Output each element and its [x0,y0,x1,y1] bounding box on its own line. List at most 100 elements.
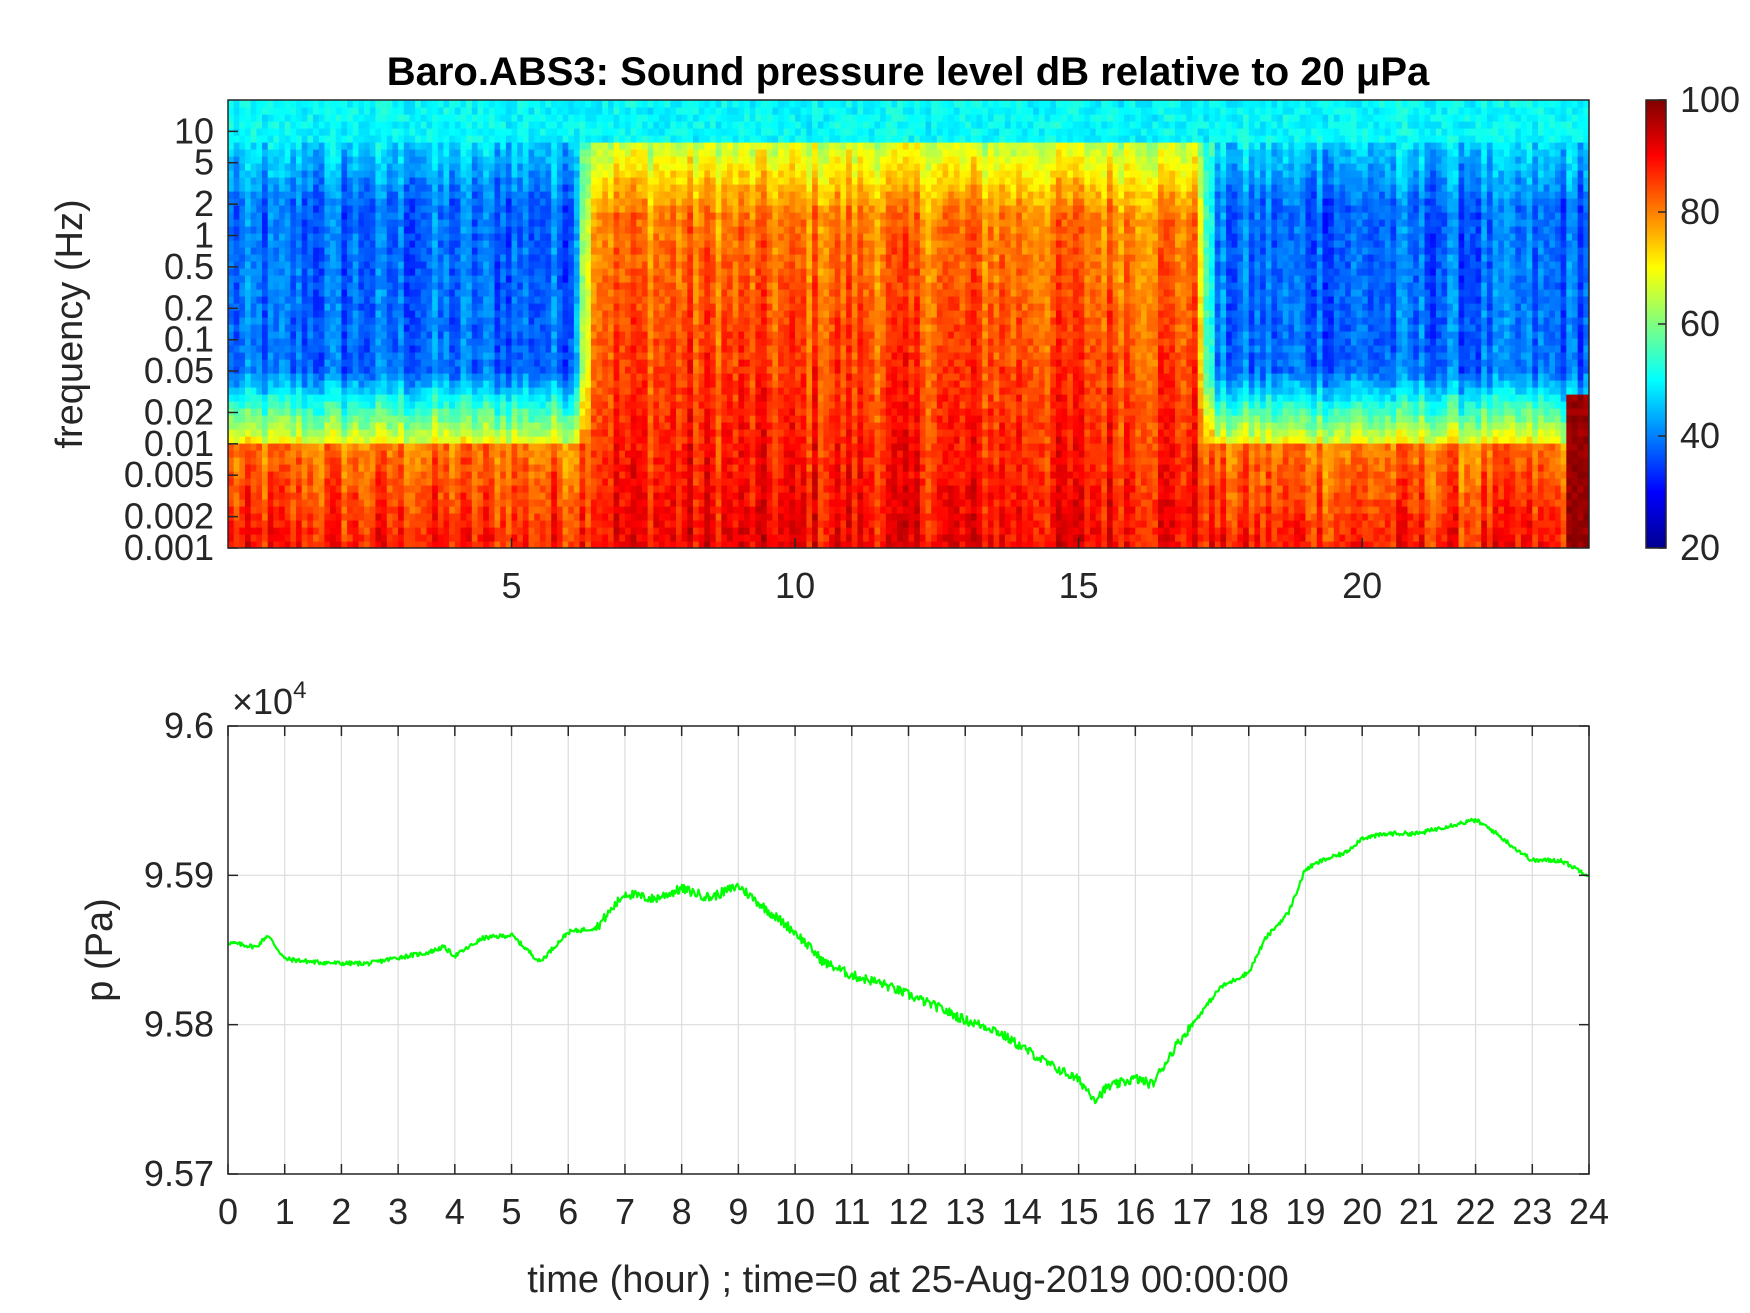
spectrogram-cell [330,408,337,416]
spectrogram-cell [296,261,303,269]
spectrogram-cell [664,226,671,234]
spectrogram-cell [375,219,382,227]
spectrogram-cell [279,429,286,437]
spectrogram-cell [256,464,263,472]
spectrogram-cell [630,282,637,290]
spectrogram-cell [437,499,445,507]
spectrogram-cell [556,156,564,164]
spectrogram-cell [653,226,660,234]
spectrogram-cell [522,107,530,115]
spectrogram-cell [250,366,257,374]
spectrogram-cell [460,142,467,150]
spectrogram-cell [630,324,637,332]
spectrogram-cell [619,142,626,150]
spectrogram-cell [369,422,377,430]
spectrogram-cell [517,177,524,185]
spectrogram-cell [341,114,348,122]
spectrogram-cell [636,247,643,255]
spectrogram-cell [273,128,280,136]
spectrogram-cell [602,219,609,227]
spectrogram-cell [630,184,637,192]
spectrogram-cell [301,331,308,339]
spectrogram-cell [256,268,263,276]
spectrogram-cell [335,520,343,528]
spectrogram-cell [409,527,416,535]
spectrogram-cell [522,100,530,108]
spectrogram-cell [449,261,456,269]
spectrogram-cell [505,212,513,220]
spectrogram-cell [426,226,433,234]
spectrogram-cell [545,282,552,290]
spectrogram-cell [607,520,615,528]
spectrogram-cell [653,184,660,192]
spectrogram-cell [392,268,399,276]
spectrogram-cell [335,408,343,416]
spectrogram-cell [335,282,343,290]
spectrogram-cell [641,499,649,507]
spectrogram-cell [466,359,473,367]
spectrogram-cell [386,366,394,374]
spectrogram-cell [426,254,433,262]
spectrogram-cell [239,394,246,402]
spectrogram-cell [562,499,569,507]
spectrogram-cell [466,324,473,332]
spectrogram-cell [364,331,371,339]
spectrogram-cell [375,324,382,332]
spectrogram-cell [477,310,484,318]
spectrogram-cell [330,303,337,311]
spectrogram-cell [364,387,371,395]
spectrogram-cell [398,520,405,528]
spectrogram-cell [579,387,586,395]
spectrogram-cell [477,338,484,346]
spectrogram-cell [318,492,325,500]
spectrogram-cell [539,184,547,192]
spectrogram-cell [318,408,325,416]
spectrogram-cell [641,254,649,262]
spectrogram-cell [250,373,257,381]
spectrogram-cell [375,408,382,416]
spectrogram-cell [477,219,484,227]
spectrogram-cell [579,457,586,465]
spectrogram-cell [381,114,388,122]
spectrogram-cell [347,373,354,381]
spectrogram-cell [443,324,450,332]
spectrogram-cell [511,464,518,472]
spectrogram-cell [250,331,257,339]
spectrogram-cell [505,247,513,255]
spectrogram-cell [630,198,637,206]
spectrogram-cell [403,212,411,220]
spectrogram-cell [233,268,240,276]
spectrogram-cell [545,212,552,220]
spectrogram-cell [341,485,348,493]
spectrogram-cell [369,352,377,360]
spectrogram-cell [443,247,450,255]
spectrogram-cell [545,443,552,451]
spectrogram-cell [262,366,269,374]
spectrogram-cell [641,443,649,451]
spectrogram-cell [398,471,405,479]
spectrogram-cell [488,289,496,297]
spectrogram-cell [466,471,473,479]
spectrogram-cell [375,450,382,458]
spectrogram-cell [505,261,513,269]
spectrogram-cell [432,149,439,157]
spectrogram-cell [392,345,399,353]
spectrogram-cell [432,338,439,346]
spectrogram-cell [556,394,564,402]
spectrogram-cell [573,492,581,500]
spectrogram-cell [471,107,479,115]
spectrogram-cell [517,534,524,542]
spectrogram-cell [284,478,291,486]
spectrogram-cell [500,317,507,325]
spectrogram-cell [653,268,660,276]
spectrogram-cell [398,408,405,416]
spectrogram-cell [335,457,343,465]
spectrogram-cell [301,170,308,178]
spectrogram-cell [556,296,564,304]
spectrogram-cell [562,177,569,185]
spectrogram-cell [262,212,269,220]
spectrogram-cell [653,331,660,339]
spectrogram-cell [505,317,513,325]
spectrogram-cell [279,520,286,528]
spectrogram-cell [420,387,428,395]
